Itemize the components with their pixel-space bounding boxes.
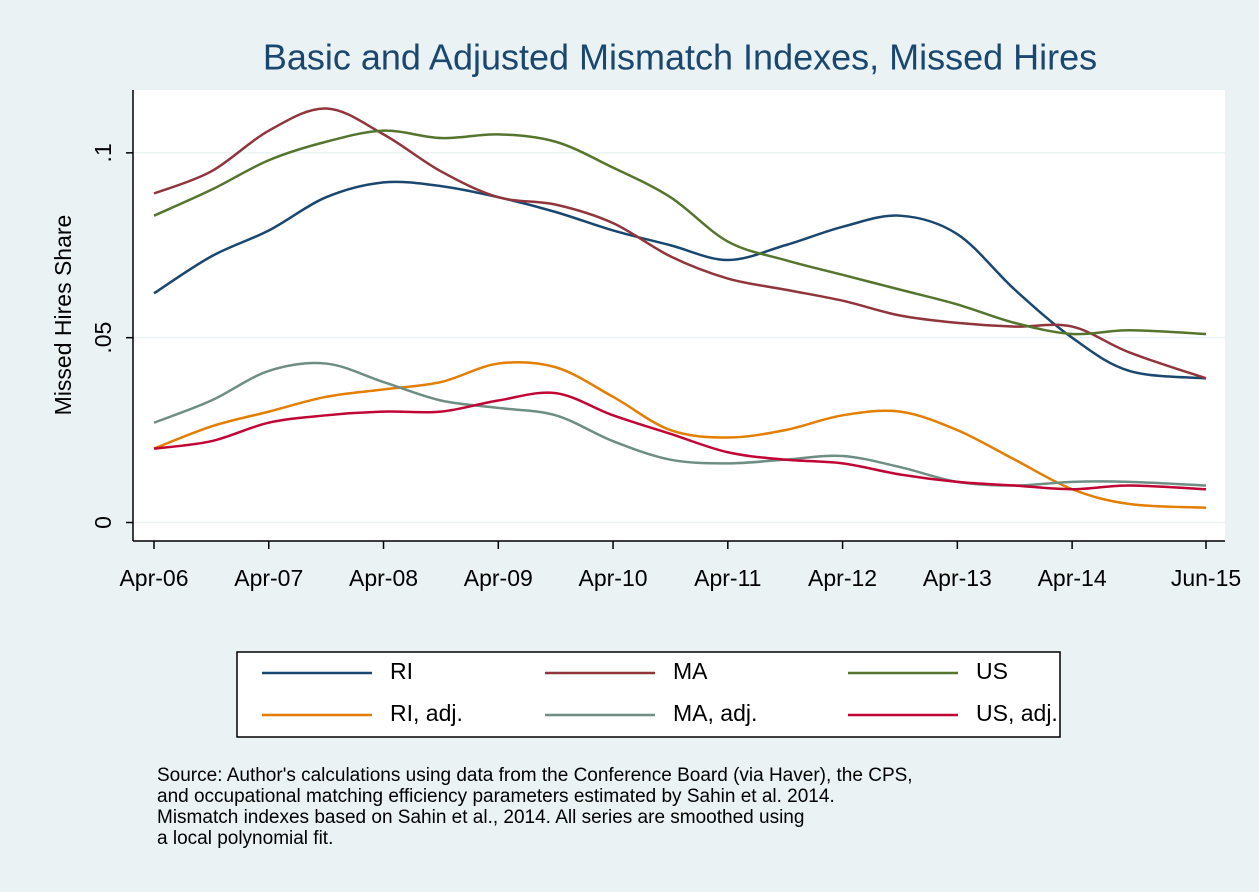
source-note: and occupational matching efficiency par…	[157, 786, 835, 807]
source-note: a local polynomial fit.	[157, 828, 333, 849]
y-tick-label: .1	[90, 143, 116, 162]
x-tick-label: Apr-10	[579, 565, 648, 591]
y-tick-label: 0	[90, 516, 116, 529]
plot-area	[133, 90, 1225, 541]
legend-label: US, adj.	[976, 700, 1058, 726]
legend-label: MA, adj.	[673, 700, 757, 726]
legend-label: MA	[673, 658, 708, 684]
x-tick-label: Apr-06	[119, 565, 188, 591]
legend-label: RI	[390, 658, 413, 684]
series-line	[153, 107, 1207, 380]
series-line	[153, 180, 1207, 380]
series-line	[153, 391, 1207, 491]
series-line	[153, 360, 1207, 509]
x-tick-label: Apr-11	[694, 565, 761, 591]
chart-title: Basic and Adjusted Mismatch Indexes, Mis…	[263, 37, 1097, 78]
legend-label: US	[976, 658, 1008, 684]
legend	[236, 651, 1061, 738]
x-tick-label: Apr-12	[808, 565, 877, 591]
x-tick-label: Apr-14	[1038, 565, 1107, 591]
source-note: Mismatch indexes based on Sahin et al., …	[157, 807, 804, 828]
x-tick-label: Apr-13	[923, 565, 992, 591]
y-axis-label: Missed Hires Share	[50, 215, 76, 416]
x-tick-label: Apr-09	[464, 565, 533, 591]
x-tick-label: Apr-07	[234, 565, 303, 591]
y-tick-label: .05	[90, 322, 116, 354]
x-tick-label: Apr-08	[349, 565, 418, 591]
series-line	[153, 129, 1207, 336]
x-tick-label: Jun-15	[1171, 565, 1241, 591]
legend-label: RI, adj.	[390, 700, 463, 726]
source-note: Source: Author's calculations using data…	[157, 765, 913, 786]
